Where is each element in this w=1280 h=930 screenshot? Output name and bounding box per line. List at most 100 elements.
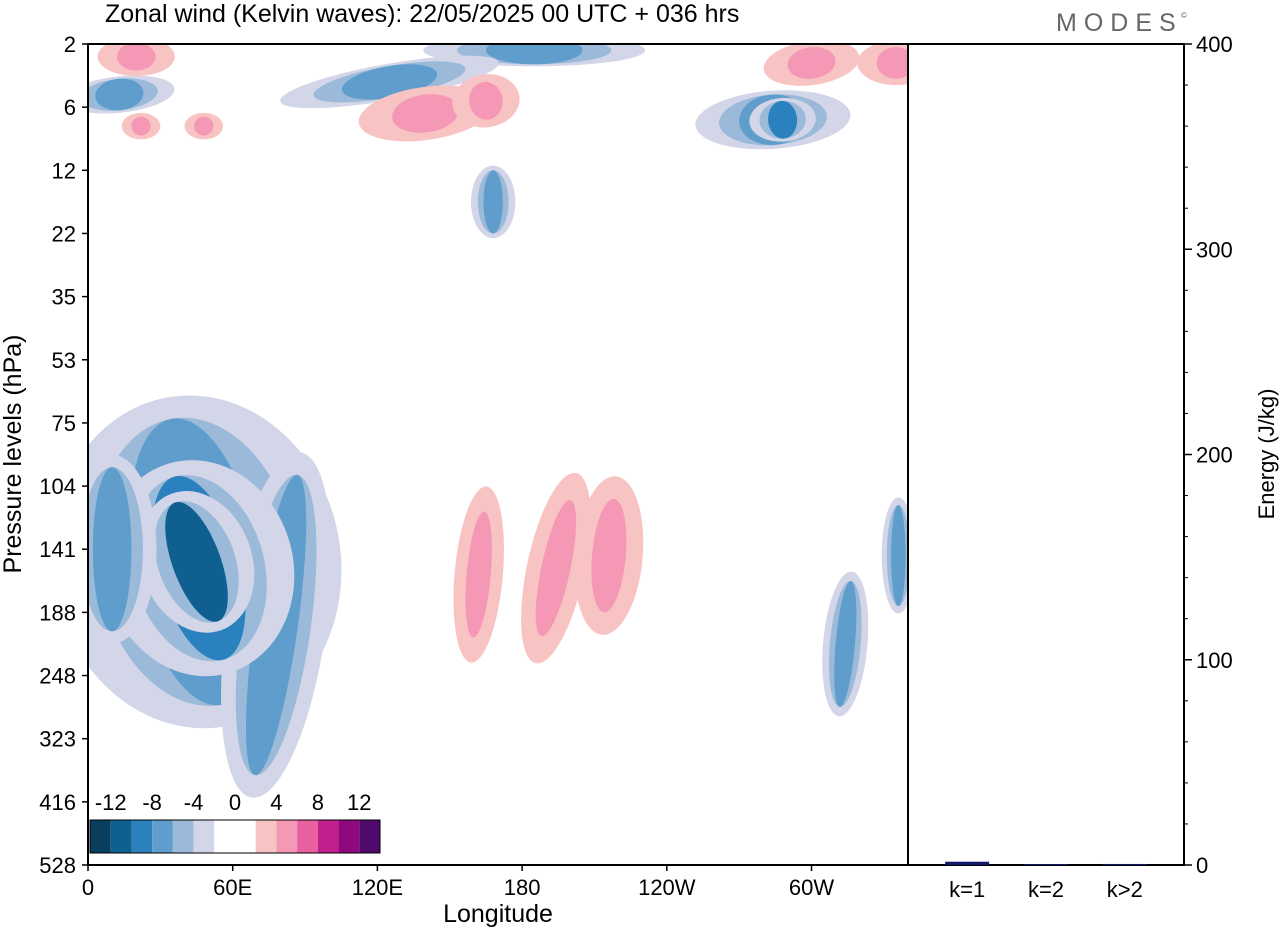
contour-core	[891, 505, 906, 607]
colorbar-label: 12	[347, 790, 371, 815]
energy-tick-label: 0	[1196, 853, 1208, 878]
contour-core	[165, 501, 228, 622]
contour-core	[834, 581, 857, 707]
x-tick-label: 60W	[789, 875, 834, 900]
contour-core	[768, 100, 798, 139]
colorbar-swatch	[297, 820, 318, 853]
wind-anomaly-region	[184, 112, 224, 140]
contour-core	[876, 47, 908, 79]
energy-category-label: k>2	[1107, 877, 1143, 902]
x-tick-label: 60E	[213, 875, 252, 900]
y-tick-label: 22	[52, 221, 76, 246]
y-tick-label: 416	[39, 790, 76, 815]
x-axis-label: Longitude	[443, 900, 553, 928]
wind-anomaly-region	[521, 472, 591, 664]
y-axis-label: Pressure levels (hPa)	[0, 335, 27, 574]
colorbar-label: 0	[229, 790, 241, 815]
y-tick-label: 75	[52, 411, 76, 436]
colorbar-label: -8	[142, 790, 162, 815]
wind-anomaly-region	[763, 44, 860, 86]
wind-anomaly-region	[574, 476, 644, 635]
wind-anomaly-region	[822, 571, 869, 717]
colorbar-swatch	[90, 820, 111, 853]
colorbar-swatch	[276, 820, 298, 853]
modes-logo-text: MODES	[1056, 9, 1183, 37]
colorbar-swatch	[193, 820, 215, 853]
y-tick-label: 248	[39, 664, 76, 689]
y-tick-label: 53	[52, 348, 76, 373]
colorbar-swatch	[214, 820, 256, 853]
colorbar-label: -4	[184, 790, 204, 815]
energy-bar	[1024, 864, 1068, 865]
contour-core	[535, 500, 577, 637]
chart-title: Zonal wind (Kelvin waves): 22/05/2025 00…	[105, 0, 739, 28]
y-tick-label: 141	[39, 537, 76, 562]
wind-anomaly-region	[749, 97, 816, 142]
wind-anomaly-region	[881, 497, 908, 614]
y-tick-label: 104	[39, 474, 76, 499]
y-tick-label: 188	[39, 600, 76, 625]
wind-anomaly-region	[97, 44, 175, 77]
contour-core	[92, 467, 132, 632]
contour-core	[469, 81, 503, 120]
wind-anomaly-region	[423, 44, 646, 67]
x-tick-label: 0	[82, 875, 94, 900]
energy-category-label: k=1	[949, 877, 985, 902]
colorbar-legend: -12 -8 -4 0 4 8 12	[89, 790, 381, 854]
contour-core	[465, 511, 492, 638]
wind-anomaly-region	[453, 486, 504, 663]
modes-logo: MODES ©	[1056, 9, 1187, 37]
energy-bar	[1102, 863, 1147, 865]
colorbar-swatch	[152, 820, 173, 853]
y-tick-label: 6	[64, 95, 76, 120]
x-tick-label: 180	[504, 875, 541, 900]
y-tick-label: 35	[52, 285, 76, 310]
colorbar-swatch	[317, 820, 339, 853]
contour-core	[131, 116, 151, 136]
modes-logo-mark: ©	[1181, 11, 1187, 20]
y-tick-label: 528	[39, 853, 76, 878]
energy-panel-frame	[907, 43, 1185, 866]
x-tick-label: 120W	[638, 875, 696, 900]
wind-anomaly-region	[138, 491, 255, 633]
colorbar-label: 4	[270, 790, 282, 815]
energy-tick-label: 400	[1196, 32, 1233, 57]
energy-tick-label: 100	[1196, 648, 1233, 673]
colorbar-swatch	[110, 820, 132, 853]
energy-axis-label: Energy (J/kg)	[1254, 389, 1279, 520]
contour-core	[483, 170, 503, 234]
contour-core	[194, 116, 214, 136]
contour-core	[591, 498, 627, 613]
heatmap-axes: 0 60E 120E 180 120W 60W 2 6 12 22 35 53 75 104 141 188 2…	[39, 32, 834, 900]
colorbar-swatch	[172, 820, 194, 853]
energy-tick-label: 200	[1196, 443, 1233, 468]
y-tick-label: 12	[52, 158, 76, 183]
contour-core	[787, 46, 836, 79]
y-tick-label: 2	[64, 32, 76, 57]
contour-core	[95, 78, 144, 111]
wind-anomaly-region	[470, 165, 516, 239]
colorbar-label: 8	[312, 790, 324, 815]
colorbar-swatch	[359, 820, 380, 853]
wind-anomaly-region	[452, 74, 520, 128]
x-tick-label: 120E	[352, 875, 403, 900]
wind-anomaly-region	[88, 454, 157, 644]
wind-contour-field	[88, 44, 908, 798]
colorbar-swatch	[255, 820, 277, 853]
colorbar-label: -12	[95, 790, 127, 815]
contour-core	[485, 44, 583, 65]
energy-category-label: k=2	[1028, 877, 1064, 902]
y-tick-label: 323	[39, 727, 76, 752]
energy-bar	[945, 861, 990, 865]
energy-bar-chart: 0 100 200 300 400 k=1 k=2 k>2	[945, 32, 1233, 902]
wind-anomaly-region	[857, 44, 908, 86]
colorbar-swatch	[131, 820, 153, 853]
wind-anomaly-region	[88, 75, 175, 114]
energy-tick-label: 300	[1196, 237, 1233, 262]
contour-core	[392, 94, 460, 133]
colorbar-swatch	[338, 820, 360, 853]
wind-anomaly-region	[121, 112, 161, 140]
colorbar-frame	[89, 819, 381, 854]
contour-core	[116, 44, 156, 71]
